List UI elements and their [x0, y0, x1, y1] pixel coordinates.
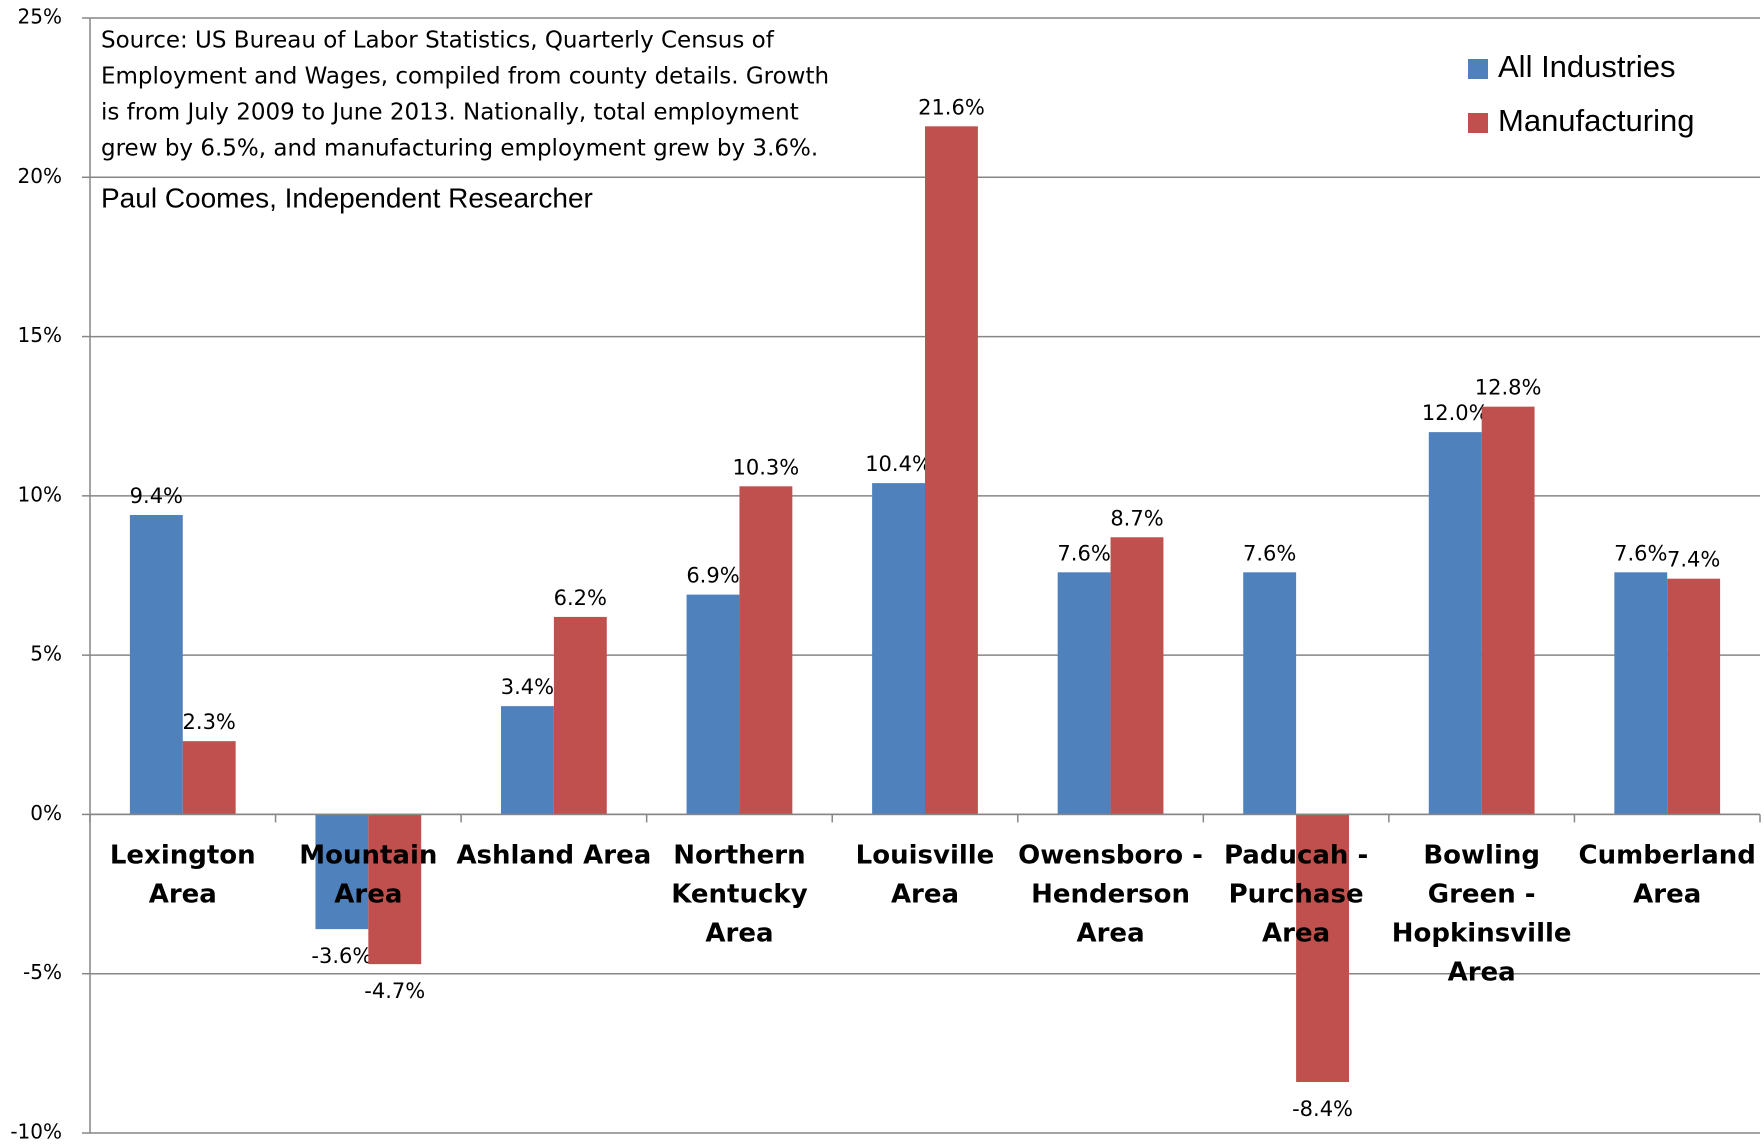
value-label: 12.0%	[1422, 401, 1489, 425]
x-tick-label: Area	[891, 880, 959, 910]
author: Paul Coomes, Independent Researcher	[101, 182, 593, 213]
y-tick-label: 20%	[18, 164, 62, 188]
legend-swatch	[1468, 113, 1488, 133]
value-label: -8.4%	[1292, 1097, 1353, 1121]
y-tick-label: 25%	[18, 5, 62, 29]
x-tick-label: Green -	[1428, 880, 1536, 910]
x-tick-label: Area	[334, 880, 402, 910]
x-tick-label: Lexington	[110, 841, 256, 871]
bar	[1296, 814, 1349, 1083]
x-tick-label: Area	[1448, 958, 1516, 988]
legend-swatch	[1468, 59, 1488, 79]
value-label: 7.6%	[1614, 541, 1667, 565]
y-tick-label: 5%	[30, 642, 62, 666]
value-label: 9.4%	[130, 484, 183, 508]
value-label: 10.4%	[865, 452, 932, 476]
x-tick-label: Area	[149, 880, 217, 910]
value-label: 6.9%	[686, 564, 739, 588]
value-label: 7.6%	[1057, 541, 1110, 565]
legend-label: All Industries	[1498, 49, 1675, 84]
annotation: grew by 6.5%, and manufacturing employme…	[101, 136, 818, 162]
bar	[368, 814, 422, 965]
x-tick-label: Kentucky	[671, 880, 807, 910]
bar	[1481, 406, 1535, 815]
annotation: Source: US Bureau of Labor Statistics, Q…	[101, 28, 775, 54]
x-tick-label: Hopkinsville	[1392, 919, 1572, 949]
y-tick-label: -5%	[23, 960, 62, 984]
y-tick-label: -10%	[10, 1120, 62, 1144]
x-tick-label: Owensboro -	[1018, 841, 1203, 871]
x-tick-label: Northern	[673, 841, 805, 871]
bar	[1243, 572, 1297, 815]
x-tick-label: Area	[705, 919, 773, 949]
value-label: -4.7%	[364, 979, 425, 1003]
y-tick-label: 0%	[30, 801, 62, 825]
x-tick-label: Area	[1262, 919, 1330, 949]
x-tick-label: Ashland Area	[456, 841, 651, 871]
bar	[1614, 572, 1668, 815]
bar	[925, 126, 978, 815]
bar	[1428, 432, 1482, 815]
bar	[739, 486, 793, 815]
value-label: 7.6%	[1243, 541, 1296, 565]
legend-label: Manufacturing	[1498, 103, 1694, 138]
x-tick-label: Purchase	[1229, 880, 1364, 910]
bar	[129, 514, 183, 815]
x-tick-label: Cumberland	[1579, 841, 1756, 871]
bar	[1667, 578, 1721, 815]
value-label: 10.3%	[733, 455, 800, 479]
y-tick-label: 15%	[18, 323, 62, 347]
y-tick-label: 10%	[18, 482, 62, 506]
x-tick-label: Area	[1633, 880, 1701, 910]
bar	[182, 741, 236, 815]
annotation: is from July 2009 to June 2013. National…	[101, 100, 799, 126]
x-tick-label: Area	[1076, 919, 1144, 949]
value-label: 12.8%	[1475, 376, 1542, 400]
bar	[315, 814, 369, 930]
x-tick-label: Henderson	[1031, 880, 1190, 910]
value-label: 2.3%	[183, 710, 236, 734]
value-label: 6.2%	[554, 586, 607, 610]
value-label: 21.6%	[918, 95, 985, 119]
x-tick-label: Paducah -	[1224, 841, 1368, 871]
x-tick-label: Louisville	[856, 841, 995, 871]
value-label: 8.7%	[1110, 506, 1163, 530]
bar	[872, 483, 925, 815]
value-label: 3.4%	[501, 675, 554, 699]
value-label: -3.6%	[311, 944, 372, 968]
bar	[1110, 537, 1164, 815]
bar	[553, 616, 607, 815]
annotation: Employment and Wages, compiled from coun…	[101, 64, 829, 90]
bar	[1057, 572, 1111, 815]
value-label: 7.4%	[1667, 548, 1720, 572]
x-tick-label: Mountain	[299, 841, 437, 871]
x-tick-label: Bowling	[1423, 841, 1540, 871]
bar	[501, 706, 554, 815]
bar	[686, 594, 740, 815]
